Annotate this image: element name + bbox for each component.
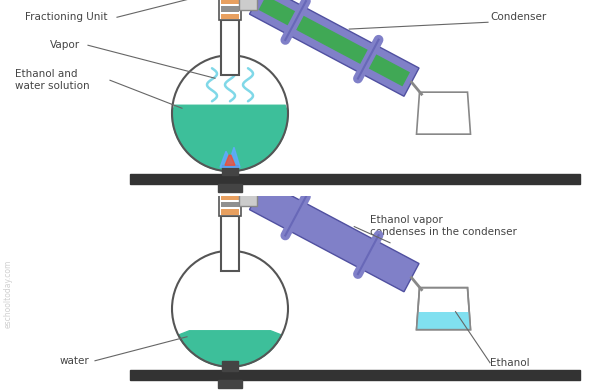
Polygon shape <box>225 155 235 165</box>
Polygon shape <box>250 181 419 292</box>
Text: Vapor: Vapor <box>50 40 80 50</box>
Bar <box>218 184 242 192</box>
Text: Condenser: Condenser <box>490 12 546 22</box>
Ellipse shape <box>363 56 383 68</box>
Bar <box>221 172 239 177</box>
Bar <box>221 209 239 215</box>
Text: water: water <box>60 356 90 366</box>
Bar <box>221 202 239 207</box>
Text: Fractioning Unit: Fractioning Unit <box>25 12 107 22</box>
Text: Ethanol and
water solution: Ethanol and water solution <box>15 69 89 91</box>
Polygon shape <box>259 191 410 282</box>
Bar <box>221 20 239 75</box>
Bar <box>239 185 257 206</box>
Bar <box>130 370 580 380</box>
Bar <box>221 14 239 19</box>
Polygon shape <box>259 0 410 86</box>
Bar <box>219 0 241 20</box>
Bar <box>221 179 239 185</box>
Polygon shape <box>220 147 240 167</box>
Bar <box>221 194 239 200</box>
Circle shape <box>225 158 235 168</box>
Bar <box>222 165 238 175</box>
Polygon shape <box>250 0 419 96</box>
Bar <box>227 126 233 179</box>
Ellipse shape <box>332 39 352 52</box>
Bar <box>221 216 239 271</box>
Bar <box>222 361 238 371</box>
Bar <box>218 380 242 388</box>
Polygon shape <box>416 288 470 330</box>
Polygon shape <box>172 105 288 171</box>
Bar <box>219 171 241 216</box>
Text: Ethanol: Ethanol <box>490 358 530 368</box>
Polygon shape <box>179 337 281 367</box>
Polygon shape <box>178 331 281 367</box>
Polygon shape <box>416 312 470 330</box>
Bar <box>239 0 257 10</box>
Text: eschooltoday.com: eschooltoday.com <box>4 260 13 328</box>
Text: Ethanol vapor
condenses in the condenser: Ethanol vapor condenses in the condenser <box>370 215 517 237</box>
Bar <box>221 6 239 12</box>
Bar <box>130 174 580 184</box>
Polygon shape <box>416 92 470 134</box>
Ellipse shape <box>290 17 310 29</box>
Bar <box>221 187 239 192</box>
Bar <box>221 0 239 4</box>
